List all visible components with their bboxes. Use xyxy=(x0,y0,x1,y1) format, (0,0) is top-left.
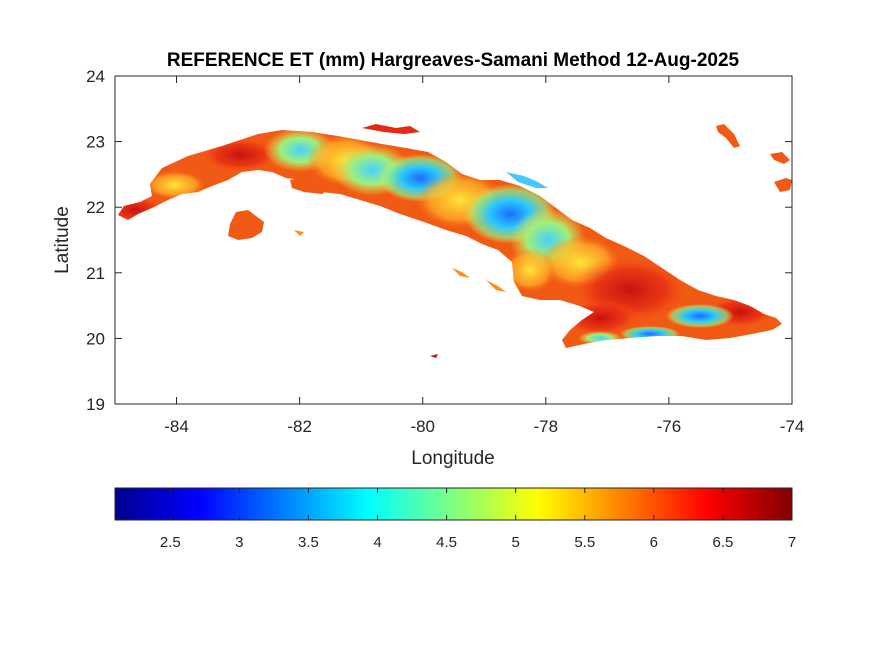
y-tick-label: 20 xyxy=(86,329,105,348)
x-axis-label: Longitude xyxy=(411,448,494,469)
x-tick-label: -82 xyxy=(287,417,312,436)
y-tick-label: 22 xyxy=(86,198,105,217)
colorbar-tick-label: 3 xyxy=(235,534,243,551)
colorbar-gradient xyxy=(114,487,793,521)
x-tick-label: -84 xyxy=(164,417,189,436)
plot-background xyxy=(115,76,792,404)
map-title: REFERENCE ET (mm) Hargreaves-Samani Meth… xyxy=(167,50,740,71)
colorbar-tick-label: 6.5 xyxy=(712,534,733,551)
colorbar-tick-label: 3.5 xyxy=(298,534,319,551)
y-tick-label: 23 xyxy=(86,133,105,152)
colorbar-tick-label: 4 xyxy=(373,534,381,551)
colorbar-tick-label: 4.5 xyxy=(436,534,457,551)
colorbar-ticks: 2.5 3 3.5 4 4.5 5 5.5 6 6.5 7 xyxy=(160,488,796,551)
small-islands xyxy=(294,124,548,358)
y-axis-label: Latitude xyxy=(52,206,73,274)
x-tick-label: -76 xyxy=(657,417,682,436)
x-tick-label: -78 xyxy=(534,417,559,436)
x-axis: -84 -82 -80 -78 -76 -74 xyxy=(164,76,804,436)
plot-frame xyxy=(114,75,793,405)
y-tick-label: 21 xyxy=(86,264,105,283)
colorbar-tick-label: 5.5 xyxy=(574,534,595,551)
y-tick-label: 19 xyxy=(86,395,105,414)
x-tick-label: -74 xyxy=(780,417,805,436)
colorbar-tick-label: 6 xyxy=(650,534,658,551)
y-tick-label: 24 xyxy=(86,67,105,86)
colorbar: 2.5 3 3.5 4 4.5 5 5.5 6 6.5 7 xyxy=(114,487,796,551)
colorbar-tick-label: 5 xyxy=(512,534,520,551)
plot-area: -84 -82 -80 -78 -76 -74 19 20 21 22 23 24 xyxy=(86,67,804,436)
x-tick-label: -80 xyxy=(410,417,435,436)
colorbar-tick-label: 7 xyxy=(788,534,796,551)
colorbar-tick-label: 2.5 xyxy=(160,534,181,551)
y-axis: 19 20 21 22 23 24 xyxy=(86,67,792,414)
